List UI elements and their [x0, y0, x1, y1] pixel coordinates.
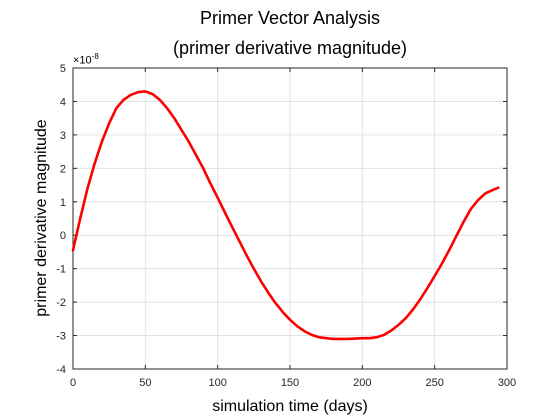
y-tick-label: 4 — [60, 96, 66, 108]
y-tick-label: 5 — [60, 63, 66, 75]
y-tick-label: 2 — [60, 163, 66, 175]
y-tick-label: -1 — [56, 264, 66, 276]
x-tick-label: 150 — [281, 377, 299, 389]
x-axis-label: simulation time (days) — [212, 398, 368, 415]
y-tick-label: -3 — [56, 331, 66, 343]
x-tick-label: 0 — [70, 377, 76, 389]
y-tick-label: 0 — [60, 230, 66, 242]
y-tick-label: -2 — [56, 297, 66, 309]
y-tick-label: 3 — [60, 130, 66, 142]
y-axis-exponent: ×10-8 — [73, 52, 99, 67]
x-tick-label: 250 — [425, 377, 443, 389]
exponent-power: -8 — [91, 52, 99, 61]
y-tick-label: 1 — [60, 197, 66, 209]
x-tick-label: 50 — [139, 377, 151, 389]
y-axis-label: primer derivative magnitude — [33, 119, 50, 317]
x-tick-label: 100 — [208, 377, 226, 389]
series-line — [71, 90, 500, 341]
x-tick-label: 200 — [353, 377, 371, 389]
chart-title-line1: Primer Vector Analysis — [199, 8, 381, 28]
chart-title-line2: (primer derivative magnitude) — [172, 38, 408, 58]
y-tick-label: -4 — [56, 364, 66, 376]
exponent-base: ×10 — [73, 54, 92, 67]
x-tick-label: 300 — [498, 377, 516, 389]
